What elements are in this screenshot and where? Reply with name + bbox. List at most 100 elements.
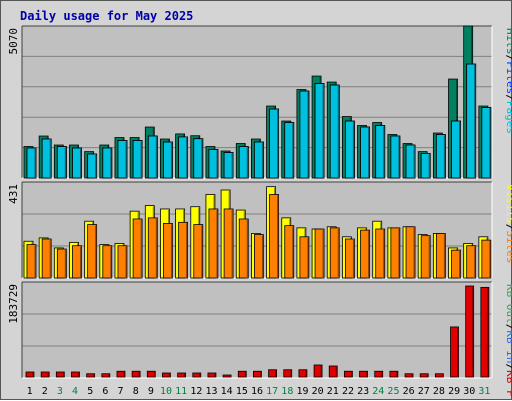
legend-entry: Pages xyxy=(504,101,512,134)
pages-bar-shade xyxy=(95,155,97,178)
pages-bar xyxy=(238,146,249,179)
sites-bar xyxy=(163,223,173,279)
sites-bar xyxy=(466,245,477,279)
sites-bar-shade xyxy=(231,209,233,278)
kbf-bar xyxy=(177,372,187,378)
kbf-bar-shade xyxy=(259,372,262,377)
legend-entry: Visits xyxy=(504,184,512,224)
pages-bar xyxy=(405,144,416,179)
kbf-bar xyxy=(374,370,384,378)
kbf-bar xyxy=(116,370,126,378)
sites-bar xyxy=(238,218,249,279)
legend-1: Visits/Sites xyxy=(504,184,512,264)
kbf-bar-shade xyxy=(62,372,65,377)
pages-bar xyxy=(56,146,67,179)
sites-bar-shade xyxy=(413,227,415,278)
pages-bar xyxy=(360,126,370,179)
kbf-bar xyxy=(343,370,353,378)
sites-bar xyxy=(269,194,279,279)
kbf-bar-shade xyxy=(396,372,398,377)
sites-bar-shade xyxy=(125,246,127,278)
legend-entry: Hits xyxy=(504,28,512,55)
pages-bar xyxy=(284,122,295,179)
sites-bar-shade xyxy=(352,240,355,278)
x-tick-label: 6 xyxy=(102,386,108,397)
sites-bar-shade xyxy=(292,226,294,278)
sites-bar xyxy=(87,224,98,279)
kbf-bar-shade xyxy=(199,373,201,377)
x-tick-label: 23 xyxy=(357,386,369,397)
kbf-bar-shade xyxy=(411,374,413,377)
pages-bar xyxy=(132,140,143,179)
pages-bar-shade xyxy=(459,122,461,178)
sites-bar xyxy=(208,208,219,279)
pages-bar xyxy=(26,147,37,179)
kbf-bar-shade xyxy=(275,370,277,377)
sites-bar xyxy=(147,217,158,279)
pages-bar-shade xyxy=(170,143,173,178)
kbf-bar-shade xyxy=(229,375,231,377)
kbf-bar xyxy=(237,370,247,378)
kbf-bar xyxy=(55,371,65,378)
kbf-bar xyxy=(404,373,414,378)
x-tick-label: 10 xyxy=(160,386,172,397)
sites-bar-shade xyxy=(64,250,67,278)
kbf-bar-shade xyxy=(472,287,474,377)
sites-bar-shade xyxy=(140,219,142,278)
pages-bar-shade xyxy=(413,146,415,178)
x-tick-label: 11 xyxy=(175,386,187,397)
kbf-bar xyxy=(40,371,50,378)
chart-title: Daily usage for May 2025 xyxy=(20,9,194,23)
sites-bar xyxy=(56,248,67,279)
pages-bar xyxy=(193,138,204,179)
plot-area-2 xyxy=(22,282,492,378)
x-tick-label: 9 xyxy=(148,386,154,397)
ymax-label-0: 5070 xyxy=(7,28,20,55)
sites-bar-shade xyxy=(322,229,324,278)
sites-bar-shade xyxy=(246,219,248,278)
pages-bar xyxy=(147,135,158,179)
sites-bar xyxy=(72,245,82,279)
sites-bar xyxy=(41,238,52,279)
kbf-bar-shade xyxy=(47,372,49,377)
sites-bar-shade xyxy=(489,241,491,278)
x-tick-label: 19 xyxy=(296,386,308,397)
kbf-bar-shade xyxy=(320,365,322,377)
sites-bar xyxy=(375,228,386,279)
sites-bar-shade xyxy=(110,246,112,278)
kbf-bar xyxy=(313,364,323,378)
pages-bar xyxy=(481,107,492,179)
pages-bar-shade xyxy=(201,139,203,178)
pages-bar-shade xyxy=(140,141,142,178)
pages-bar-shade xyxy=(216,150,218,178)
kbf-bar xyxy=(434,373,444,378)
kbf-bar xyxy=(86,373,96,378)
pages-bar-shade xyxy=(292,123,294,178)
sites-bar xyxy=(117,245,128,279)
pages-bar-shade xyxy=(125,141,127,178)
sites-bar-shade xyxy=(186,223,188,278)
pages-bar-shade xyxy=(186,137,188,178)
x-tick-label: 16 xyxy=(251,386,263,397)
x-tick-label: 30 xyxy=(463,386,475,397)
sites-bar xyxy=(284,225,295,279)
sites-bar xyxy=(344,238,355,279)
x-tick-label: 22 xyxy=(342,386,354,397)
kbf-bar-shade xyxy=(290,370,292,377)
sites-bar-shade xyxy=(307,237,309,278)
pages-bar xyxy=(269,108,279,179)
sites-bar xyxy=(451,249,461,279)
x-tick-label: 12 xyxy=(190,386,202,397)
pages-bar xyxy=(435,134,446,179)
x-tick-label: 14 xyxy=(221,386,233,397)
kbf-bar-shade xyxy=(168,373,171,377)
pages-bar-shade xyxy=(246,147,248,178)
kbf-bar-shade xyxy=(77,372,80,377)
pages-bar-shade xyxy=(231,153,233,178)
kbf-bar-shade xyxy=(184,373,186,377)
x-tick-label: 13 xyxy=(205,386,217,397)
pages-bar xyxy=(87,153,98,179)
x-tick-label: 25 xyxy=(387,386,399,397)
sites-bar-shade xyxy=(201,225,203,278)
